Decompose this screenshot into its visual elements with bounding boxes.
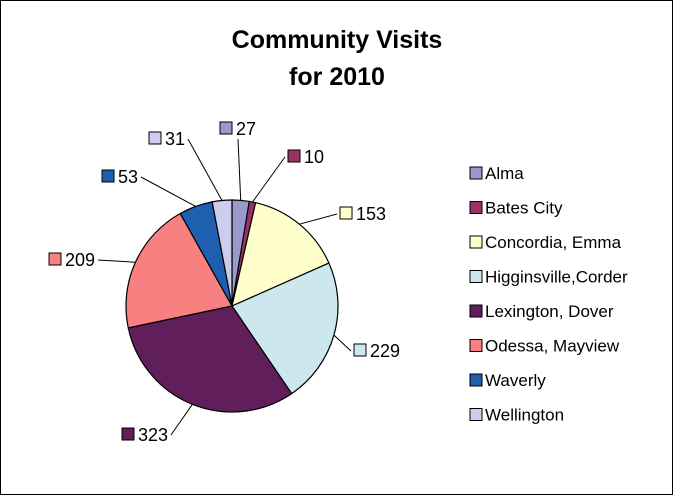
legend-label-wellington: Wellington: [485, 406, 564, 425]
legend-swatch-bates-city: [469, 201, 483, 214]
legend-swatch-lexington-dover: [469, 304, 483, 318]
data-label-swatch-higginsville-corder: [353, 343, 367, 357]
legend-label-bates-city: Bates City: [485, 199, 563, 218]
chart-title-line-1: Community Visits: [232, 26, 443, 54]
data-label-swatch-concordia-emma: [339, 206, 353, 220]
leader-line-wellington: [187, 138, 223, 201]
data-label-swatch-odessa-mayview: [48, 252, 62, 266]
data-label-swatch-lexington-dover: [121, 427, 135, 441]
data-label-lexington-dover: 323: [138, 425, 168, 445]
data-label-alma: 27: [236, 119, 256, 139]
legend-label-waverly: Waverly: [485, 371, 546, 390]
legend-label-alma: Alma: [485, 164, 524, 183]
leader-line-concordia-emma: [299, 213, 338, 225]
pie-slice-lexington-dover: [127, 305, 293, 413]
chart-title-line-2: for 2010: [289, 63, 385, 91]
legend-label-concordia-emma: Concordia, Emma: [485, 233, 622, 252]
data-labels: 27 10 153 229 323 209 53 31: [48, 119, 400, 445]
legend-label-odessa-mayview: Odessa, Mayview: [485, 337, 620, 356]
legend-swatch-odessa-mayview: [469, 339, 483, 352]
data-label-swatch-wellington: [148, 131, 162, 145]
data-label-higginsville-corder: 229: [370, 341, 400, 361]
leader-line-waverly: [140, 176, 196, 207]
data-label-bates-city: 10: [304, 147, 324, 167]
data-label-waverly: 53: [118, 167, 138, 187]
legend-swatch-alma: [469, 166, 483, 180]
data-label-concordia-emma: 153: [356, 204, 386, 224]
leader-lines: [97, 138, 352, 436]
leader-line-odessa-mayview: [97, 259, 136, 263]
leader-line-bates-city: [252, 156, 286, 203]
pie-slice-concordia-emma: [231, 201, 330, 308]
legend-label-higginsville-corder: Higginsville,Corder: [485, 268, 628, 287]
legend-label-lexington-dover: Lexington, Dover: [485, 302, 614, 321]
leader-line-higginsville-corder: [333, 334, 352, 352]
legend: Alma Bates City Concordia, Emma Higginsvill…: [469, 164, 628, 425]
data-label-swatch-alma: [219, 121, 233, 135]
legend-swatch-concordia-emma: [469, 235, 483, 249]
pie-slices: [125, 199, 339, 413]
legend-swatch-wellington: [469, 408, 483, 421]
legend-swatch-waverly: [469, 373, 483, 387]
data-label-odessa-mayview: 209: [65, 250, 95, 270]
leader-line-lexington-dover: [170, 404, 193, 436]
data-label-swatch-bates-city: [287, 149, 301, 163]
data-label-swatch-waverly: [101, 169, 115, 183]
data-label-wellington: 31: [165, 129, 185, 149]
legend-swatch-higginsville-corder: [469, 270, 483, 283]
leader-line-alma: [237, 138, 242, 201]
